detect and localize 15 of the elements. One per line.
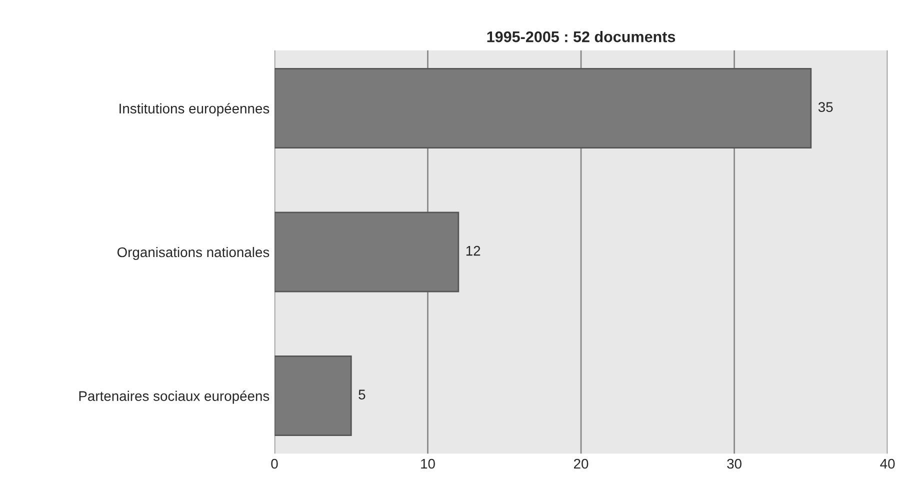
y-tick-label: Institutions européennes [120,103,270,116]
data-label: 35 [818,102,833,112]
y-tick-label: Partenaires sociaux européens [79,390,270,404]
bar [274,356,352,436]
y-tick-label: Organisations nationales [117,246,270,260]
bar [274,68,812,148]
x-tick-label: 30 [727,458,742,469]
chart-title: 1995-2005 : 52 documents [487,30,676,42]
bar [274,212,460,292]
data-label: 5 [358,390,366,400]
data-label: 12 [466,246,480,256]
x-tick-label: 10 [421,458,435,469]
x-tick-label: 20 [574,458,588,469]
x-tick-label: 40 [880,458,895,469]
x-tick-label: 0 [271,458,278,469]
